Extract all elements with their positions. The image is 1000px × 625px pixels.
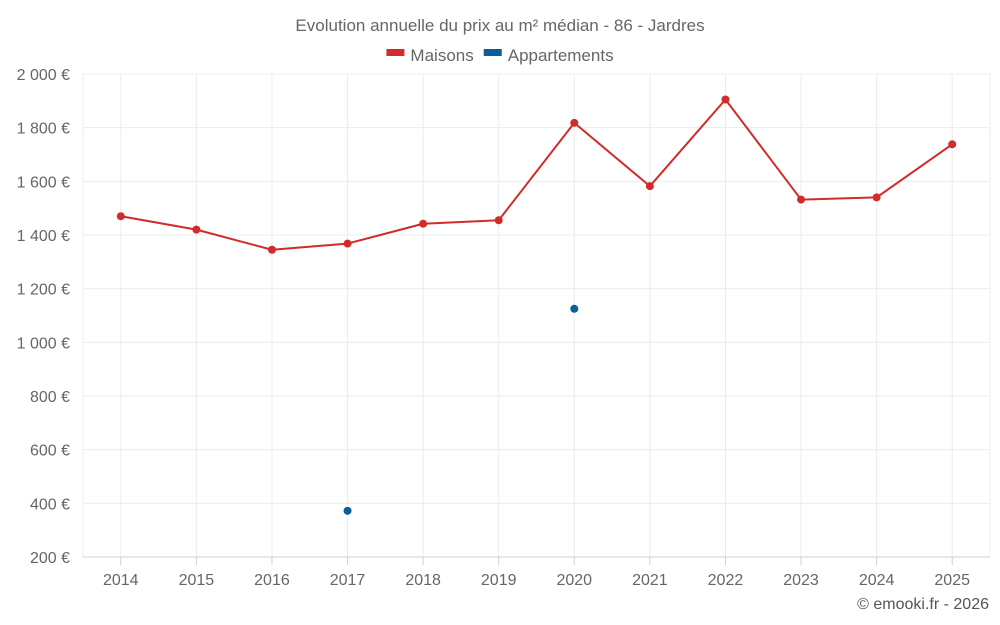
copyright-text: © emooki.fr - 2026: [857, 596, 989, 613]
y-tick-label: 800 €: [30, 389, 70, 406]
series: [116, 95, 957, 515]
data-point[interactable]: [570, 118, 579, 127]
y-tick-label: 1 200 €: [17, 282, 70, 299]
x-tick-label: 2025: [934, 572, 970, 589]
x-tick-label: 2018: [405, 572, 441, 589]
legend-item-appartements[interactable]: Appartements: [483, 46, 614, 65]
legend-swatch: [483, 49, 502, 56]
series-line-segment: [271, 242, 348, 251]
series-line-segment: [573, 122, 651, 187]
series-line-segment: [801, 196, 877, 201]
legend-swatch: [386, 49, 405, 56]
grid: [82, 73, 991, 558]
y-tick-label: 1 800 €: [17, 121, 70, 138]
x-tick-label: 2017: [330, 572, 366, 589]
series-line-segment: [649, 98, 727, 187]
y-tick-label: 1 000 €: [17, 335, 70, 352]
legend-item-maisons[interactable]: Maisons: [386, 46, 474, 65]
data-point[interactable]: [343, 506, 352, 515]
data-point[interactable]: [948, 140, 957, 149]
series-line-segment: [497, 122, 576, 221]
y-tick-label: 600 €: [30, 443, 70, 460]
series-line-segment: [876, 143, 953, 199]
data-point[interactable]: [645, 182, 654, 191]
x-tick-label: 2015: [179, 572, 215, 589]
data-point[interactable]: [570, 304, 579, 313]
series-line-segment: [724, 98, 802, 201]
x-tick-label: 2023: [783, 572, 819, 589]
x-tick-label: 2022: [708, 572, 744, 589]
x-tick-label: 2014: [103, 572, 139, 589]
y-tick-label: 1 600 €: [17, 174, 70, 191]
data-point[interactable]: [419, 219, 428, 228]
chart-title: Evolution annuelle du prix au m² médian …: [295, 16, 704, 35]
data-point[interactable]: [116, 212, 125, 221]
x-tick-label: 2024: [859, 572, 895, 589]
y-tick-label: 2 000 €: [17, 67, 70, 84]
data-point[interactable]: [872, 193, 881, 202]
series-maisons: [116, 95, 957, 254]
legend[interactable]: Maisons Appartements: [386, 46, 614, 65]
series-line-segment: [423, 219, 499, 225]
x-tick-label: 2020: [556, 572, 592, 589]
y-tick-label: 1 400 €: [17, 228, 70, 245]
data-point[interactable]: [343, 239, 352, 248]
x-tick-label: 2019: [481, 572, 517, 589]
y-tick-label: 400 €: [30, 496, 70, 513]
data-point[interactable]: [721, 95, 730, 104]
series-appartements: [343, 304, 579, 515]
x-tick-label: 2016: [254, 572, 290, 589]
series-line-segment: [347, 222, 424, 245]
data-point[interactable]: [797, 195, 806, 204]
y-tick-label: 200 €: [30, 550, 70, 567]
data-point[interactable]: [267, 245, 276, 254]
x-tick-label: 2021: [632, 572, 668, 589]
series-line-segment: [196, 228, 273, 251]
data-point[interactable]: [494, 216, 503, 225]
legend-label: Appartements: [508, 46, 614, 65]
legend-label: Maisons: [410, 46, 473, 65]
series-line-segment: [120, 215, 197, 231]
axes: 200 € 400 € 600 € 800 € 1 000 € 1 200 € 1 400 …: [17, 67, 990, 589]
data-point[interactable]: [192, 225, 201, 234]
